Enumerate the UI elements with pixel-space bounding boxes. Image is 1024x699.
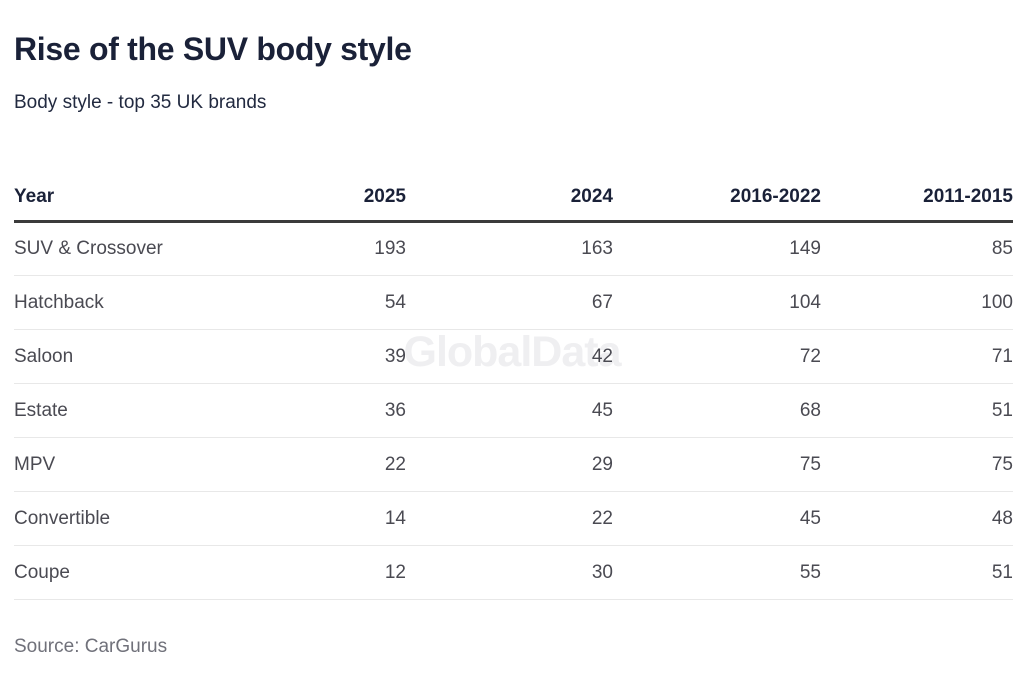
row-value: 55 xyxy=(613,545,821,601)
row-value: 48 xyxy=(821,491,1013,547)
row-value: 71 xyxy=(821,329,1013,385)
table-row: Saloon 39 42 72 71 xyxy=(14,329,1013,385)
row-value: 29 xyxy=(406,437,613,493)
row-label: Convertible xyxy=(14,491,199,547)
row-label: MPV xyxy=(14,437,199,493)
row-value: 45 xyxy=(613,491,821,547)
row-label: SUV & Crossover xyxy=(14,221,199,277)
body-style-table: Year 2025 2024 2016-2022 2011-2015 SUV & Cro… xyxy=(14,186,1013,601)
column-header-2024: 2024 xyxy=(406,186,613,224)
page-subtitle: Body style - top 35 UK brands xyxy=(14,92,267,114)
row-label: Coupe xyxy=(14,545,199,601)
column-header-year: Year xyxy=(14,186,199,224)
row-value: 45 xyxy=(406,383,613,439)
row-value: 193 xyxy=(199,221,406,277)
column-header-2016-2022: 2016-2022 xyxy=(613,186,821,224)
row-value: 72 xyxy=(613,329,821,385)
table-row: SUV & Crossover 193 163 149 85 xyxy=(14,221,1013,277)
row-value: 54 xyxy=(199,275,406,331)
row-value: 149 xyxy=(613,221,821,277)
table-row: MPV 22 29 75 75 xyxy=(14,437,1013,493)
row-label: Estate xyxy=(14,383,199,439)
source-text: Source: CarGurus xyxy=(14,636,168,658)
table-row: Estate 36 45 68 51 xyxy=(14,383,1013,439)
row-label: Saloon xyxy=(14,329,199,385)
row-value: 67 xyxy=(406,275,613,331)
row-value: 68 xyxy=(613,383,821,439)
row-value: 51 xyxy=(821,545,1013,601)
row-value: 104 xyxy=(613,275,821,331)
row-value: 14 xyxy=(199,491,406,547)
row-value: 12 xyxy=(199,545,406,601)
row-value: 100 xyxy=(821,275,1013,331)
column-header-2011-2015: 2011-2015 xyxy=(821,186,1013,224)
row-label: Hatchback xyxy=(14,275,199,331)
row-value: 85 xyxy=(821,221,1013,277)
page-title: Rise of the SUV body style xyxy=(14,31,412,67)
table-body: SUV & Crossover 193 163 149 85 Hatchback 54 67 1… xyxy=(14,221,1013,601)
row-value: 75 xyxy=(821,437,1013,493)
row-value: 39 xyxy=(199,329,406,385)
table-row: Coupe 12 30 55 51 xyxy=(14,545,1013,601)
row-value: 22 xyxy=(199,437,406,493)
row-value: 36 xyxy=(199,383,406,439)
table-row: Hatchback 54 67 104 100 xyxy=(14,275,1013,331)
row-value: 75 xyxy=(613,437,821,493)
table-row: Convertible 14 22 45 48 xyxy=(14,491,1013,547)
row-value: 30 xyxy=(406,545,613,601)
table-header-row: Year 2025 2024 2016-2022 2011-2015 xyxy=(14,186,1013,224)
row-value: 51 xyxy=(821,383,1013,439)
row-value: 163 xyxy=(406,221,613,277)
row-value: 42 xyxy=(406,329,613,385)
column-header-2025: 2025 xyxy=(199,186,406,224)
row-value: 22 xyxy=(406,491,613,547)
